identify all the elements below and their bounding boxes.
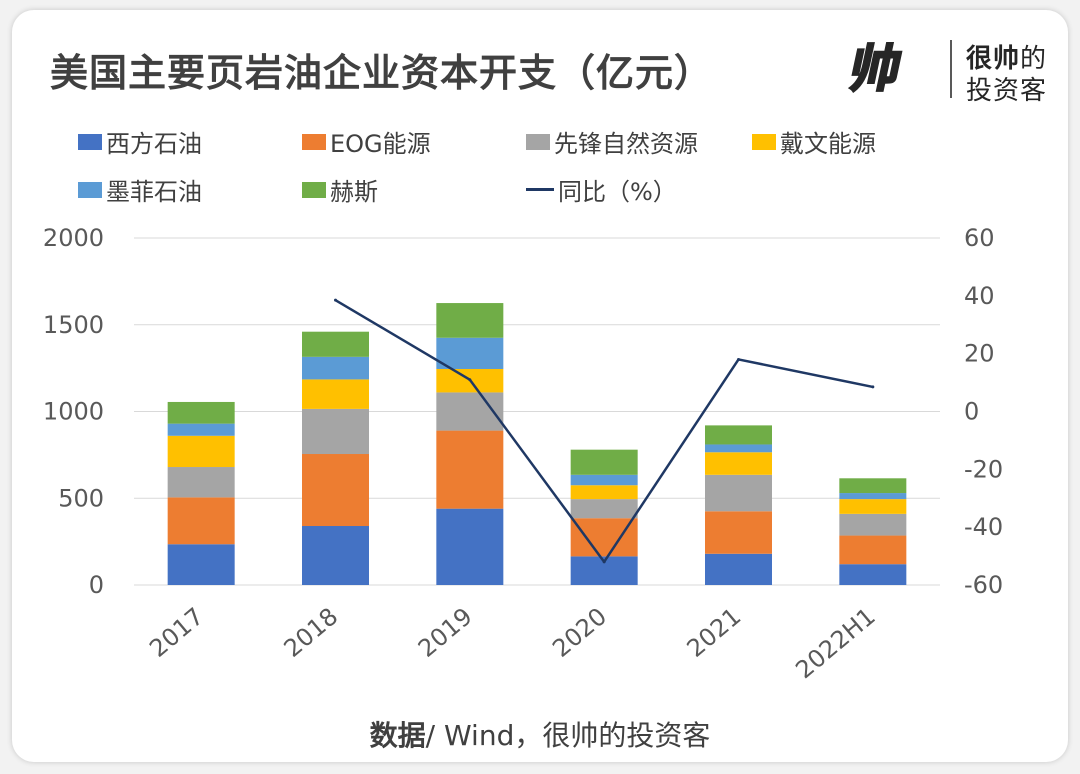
x-tick-label: 2022H1 (790, 602, 880, 684)
bar-segment (839, 478, 907, 494)
legend-item-marathon: 墨菲石油 (78, 172, 202, 207)
bar-segment (705, 474, 772, 512)
legend-item-eog: EOG能源 (302, 124, 431, 159)
legend-label: 同比（%） (558, 178, 677, 206)
legend-line-swatch (526, 188, 554, 191)
x-tick-label: 2018 (279, 602, 344, 663)
x-tick-label: 2021 (682, 602, 747, 663)
brand-name-bold: 很帅 (966, 44, 1021, 74)
bar-segment (436, 303, 504, 338)
legend-swatch (78, 133, 102, 150)
bar-segment (302, 331, 369, 357)
source-note: 数据/ Wind，很帅的投资客 (0, 714, 1080, 754)
bar-segment (436, 508, 504, 585)
bar-segment (570, 474, 638, 486)
y-right-tick-label: 40 (964, 282, 995, 310)
bar-segment (839, 499, 907, 514)
yoy-line-segment (738, 358, 874, 389)
bar-segment (570, 449, 638, 475)
legend-item-pioneer: 先锋自然资源 (526, 124, 698, 159)
yoy-point (334, 298, 337, 302)
y-right-tick-label: -40 (964, 513, 1003, 541)
legend-swatch (302, 133, 326, 150)
yoy-point (468, 378, 472, 382)
brand-logo-icon: 帅 (846, 38, 908, 99)
yoy-point (602, 560, 606, 564)
bar-segment (302, 356, 369, 380)
y-left-tick-label: 1000 (43, 398, 104, 426)
yoy-point (871, 385, 875, 389)
brand-separator (950, 40, 952, 98)
legend-item-yoy: 同比（%） (526, 172, 677, 207)
y-right-tick-label: -20 (964, 455, 1003, 483)
x-tick-label: 2017 (144, 602, 209, 663)
legend-label: 赫斯 (330, 178, 378, 206)
y-right-tick-label: 0 (964, 398, 979, 426)
legend-swatch (526, 133, 550, 150)
bar-segment (705, 425, 772, 445)
bar-segment (839, 564, 907, 585)
bar-segment (839, 513, 907, 536)
y-right-tick-label: 20 (964, 340, 995, 368)
bar-segment (705, 452, 772, 475)
bar-segment (167, 423, 235, 436)
legend-swatch (752, 133, 776, 150)
yoy-point (737, 357, 740, 361)
legend-item-hess: 赫斯 (302, 172, 378, 207)
legend-swatch (78, 181, 102, 198)
y-right-tick-label: -60 (964, 571, 1003, 599)
source-text: / Wind，很帅的投资客 (425, 719, 711, 752)
brand-name-rest: 的 (1020, 44, 1048, 74)
legend-label: 西方石油 (106, 130, 202, 158)
bar-segment (436, 430, 504, 509)
y-left-tick-label: 2000 (43, 224, 104, 252)
legend-label: 先锋自然资源 (554, 130, 698, 158)
bar-segment (167, 467, 235, 498)
bar-segment (167, 497, 235, 545)
brand-name-line2: 投资客 (966, 76, 1048, 106)
bar-segment (839, 535, 907, 565)
bar-segment (570, 518, 638, 557)
yoy-line-segment (468, 378, 606, 563)
bar-segment (570, 485, 638, 500)
y-left-tick-label: 1500 (43, 311, 104, 339)
bar-segment (839, 493, 907, 500)
y-left-tick-label: 0 (89, 571, 104, 599)
bar-segment (436, 337, 504, 369)
bar-segment (167, 435, 235, 468)
source-label: 数据 (369, 719, 426, 752)
legend-item-western: 西方石油 (78, 124, 202, 159)
yoy-line-segment (603, 358, 740, 563)
bar-segment (705, 553, 772, 585)
legend-label: 墨菲石油 (106, 178, 202, 206)
bar-segment (302, 526, 369, 585)
legend-item-devon: 戴文能源 (752, 124, 876, 159)
legend-swatch (302, 181, 326, 198)
brand-name-line1: 很帅的 (966, 38, 1047, 75)
bar-segment (705, 511, 772, 554)
bar-segment (302, 408, 369, 455)
bar-segment (167, 544, 235, 585)
legend-label: 戴文能源 (780, 130, 876, 158)
y-left-tick-label: 500 (58, 484, 104, 512)
x-tick-label: 2019 (413, 602, 478, 663)
y-right-tick-label: 60 (964, 224, 995, 252)
bar-segment (570, 499, 638, 519)
chart-title: 美国主要页岩油企业资本开支（亿元） (50, 51, 714, 95)
bar-segment (302, 454, 369, 527)
yoy-line-segment (334, 299, 471, 381)
x-tick-label: 2020 (547, 602, 612, 663)
bar-segment (302, 379, 369, 409)
legend-label: EOG能源 (330, 130, 431, 158)
bar-segment (167, 401, 235, 424)
bar-segment (705, 444, 772, 453)
